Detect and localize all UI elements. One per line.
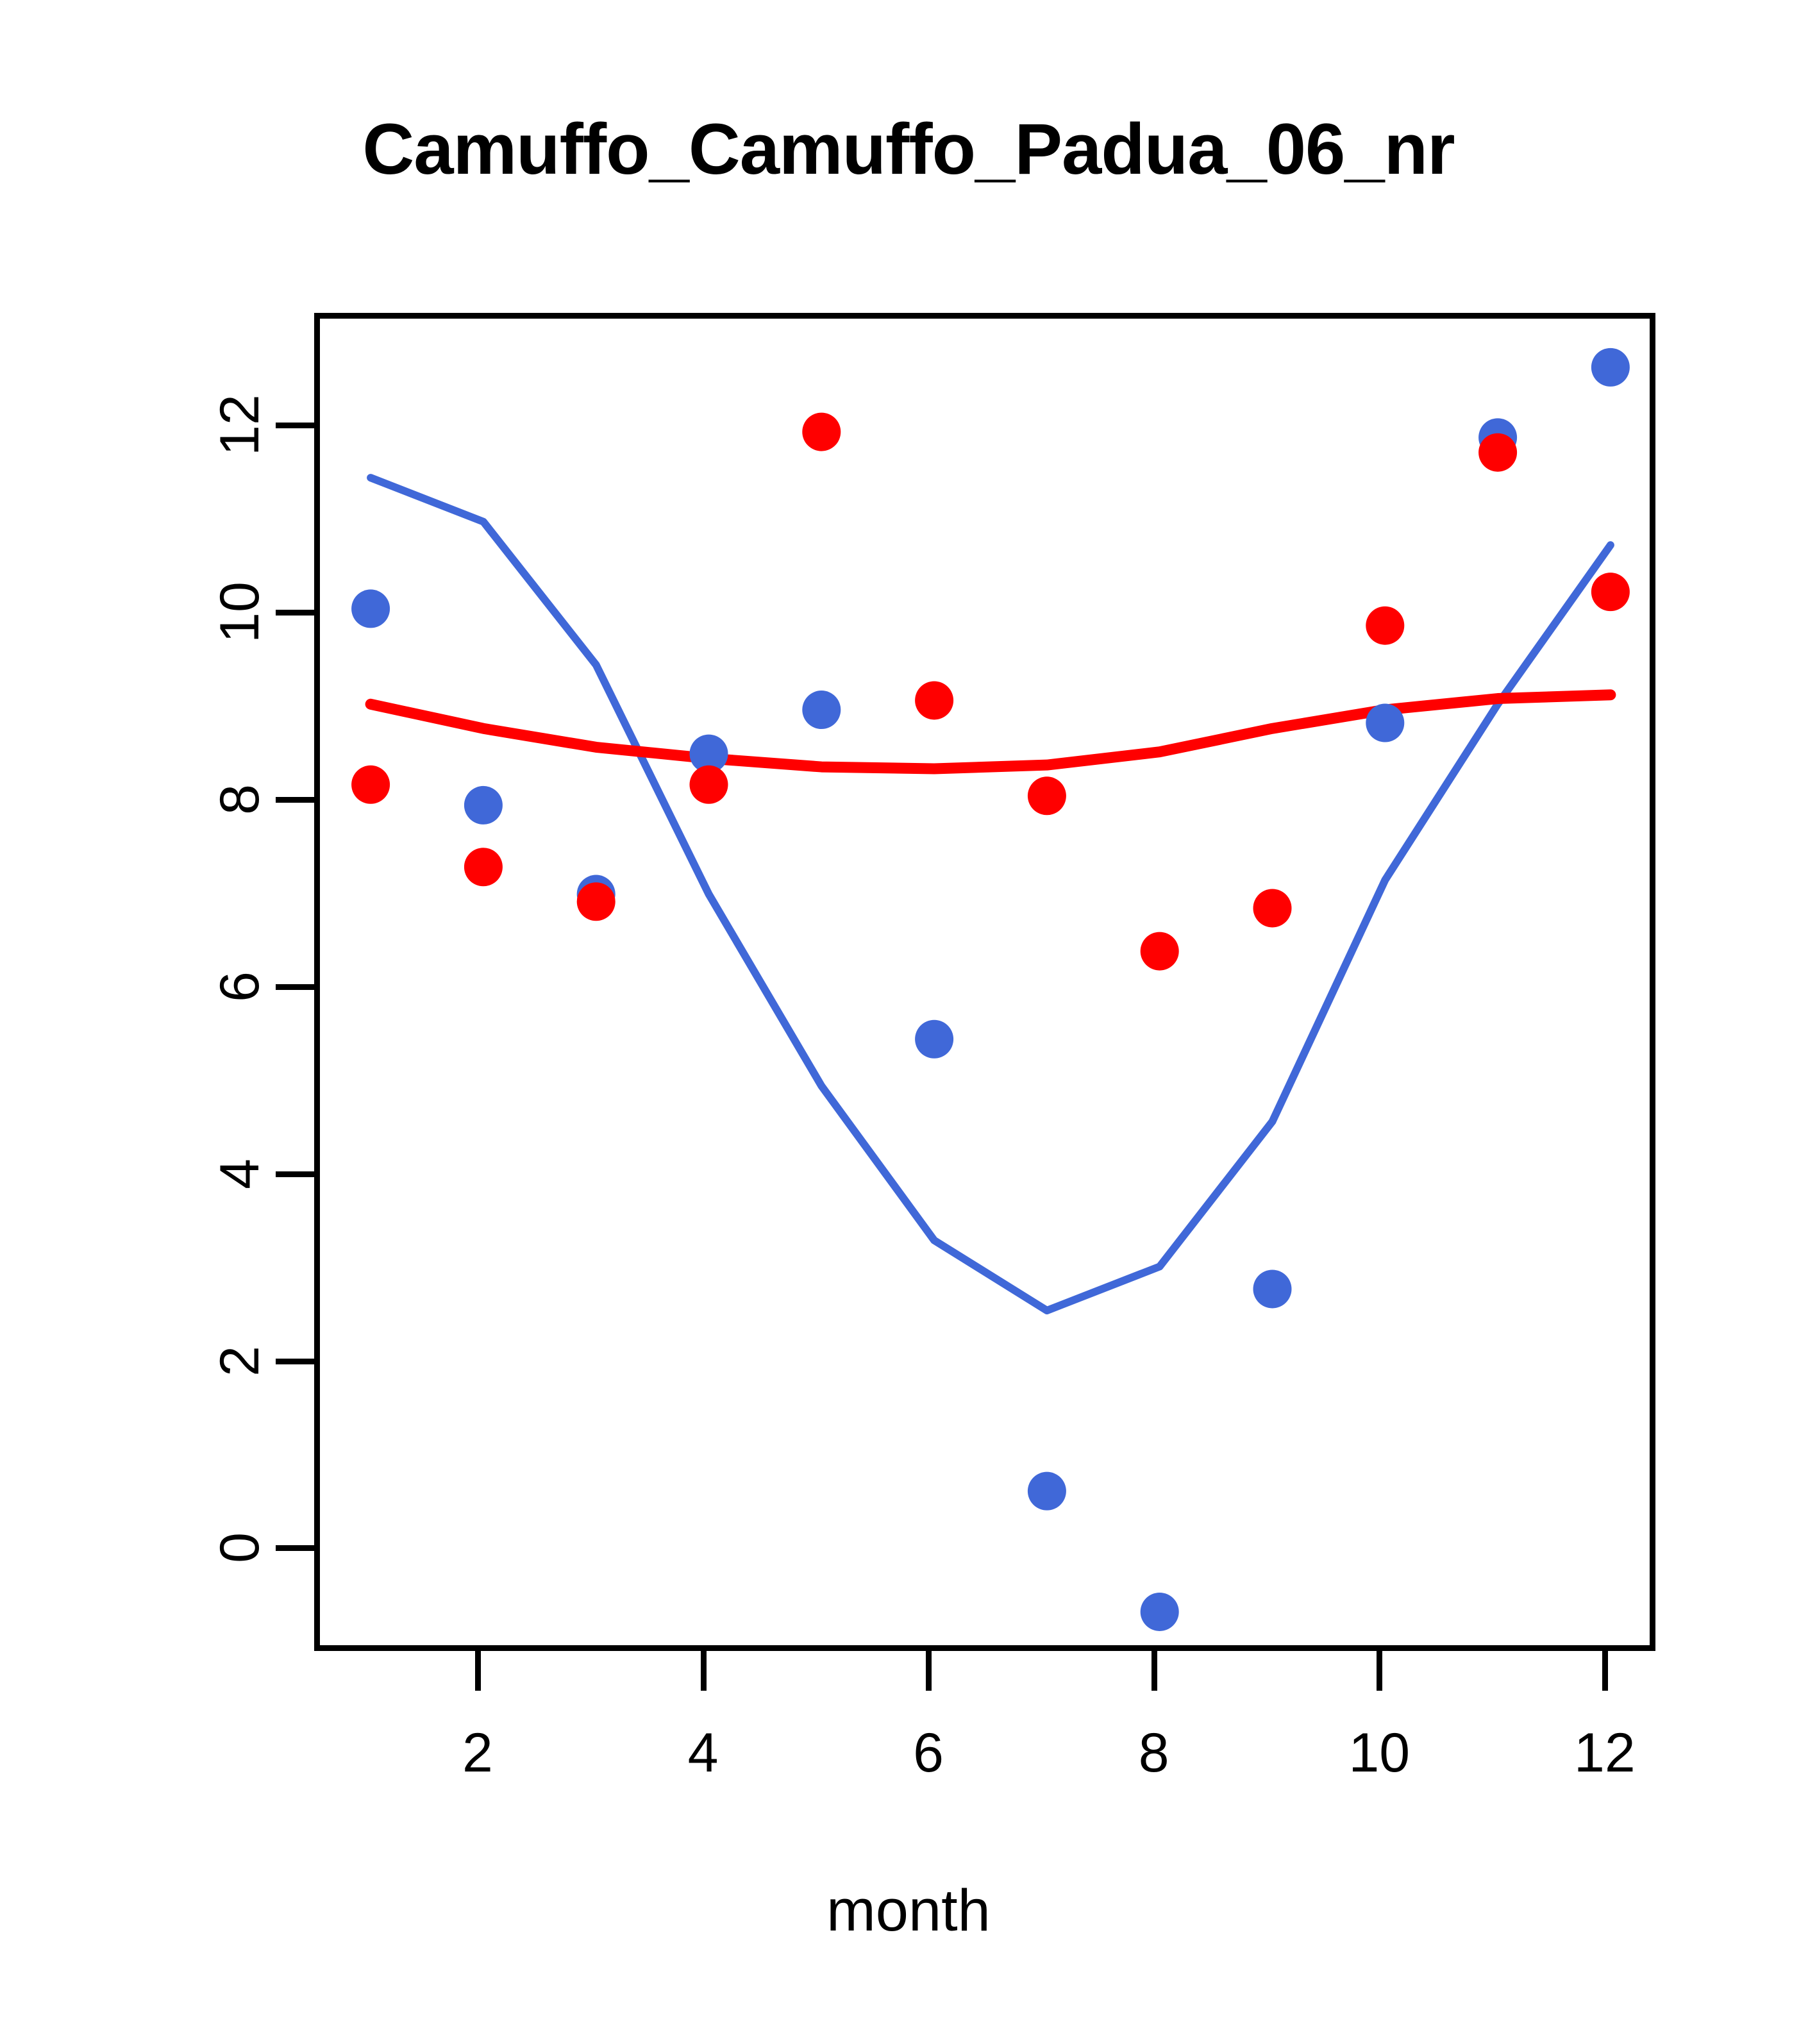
x-tick-mark — [1151, 1651, 1157, 1691]
data-point-blue-points — [915, 1019, 954, 1059]
y-tick-mark — [276, 796, 314, 803]
data-point-blue-points — [1366, 703, 1405, 742]
data-point-red-points — [1591, 573, 1630, 612]
x-axis-label: month — [826, 1878, 991, 1943]
series-points — [351, 348, 1630, 1631]
data-point-red-points — [1253, 889, 1292, 928]
x-tick-mark — [700, 1651, 707, 1691]
data-point-blue-points — [351, 589, 390, 628]
x-tick-label: 12 — [1574, 1722, 1636, 1784]
data-point-blue-points — [1027, 1471, 1066, 1511]
data-point-blue-points — [464, 785, 503, 825]
x-tick-label: 2 — [462, 1722, 493, 1784]
y-tick-mark — [276, 1358, 314, 1364]
x-tick-label: 6 — [913, 1722, 944, 1784]
x-tick-label: 4 — [687, 1722, 719, 1784]
data-point-red-points — [576, 882, 615, 921]
x-tick-mark — [1377, 1651, 1383, 1691]
y-tick-mark — [276, 610, 314, 616]
data-point-blue-points — [1253, 1269, 1292, 1309]
y-tick-mark — [276, 1171, 314, 1177]
series-lines — [365, 474, 1616, 1315]
plot-area — [314, 313, 1655, 1651]
data-point-red-points — [1478, 433, 1518, 472]
x-tick-label: 8 — [1138, 1722, 1169, 1784]
y-tick-label: 10 — [209, 582, 271, 643]
y-tick-mark — [276, 423, 314, 429]
data-point-red-points — [915, 681, 954, 720]
x-tick-label: 10 — [1348, 1722, 1411, 1784]
x-tick-mark — [926, 1651, 932, 1691]
y-tick-mark — [276, 1545, 314, 1552]
line-red-line — [365, 689, 1616, 775]
y-tick-label: 2 — [209, 1345, 271, 1377]
data-point-red-points — [1140, 932, 1179, 971]
x-tick-mark — [1602, 1651, 1608, 1691]
y-tick-label: 12 — [209, 394, 271, 456]
y-tick-mark — [276, 984, 314, 990]
chart-title: Camuffo_Camuffo_Padua_06_nr — [362, 109, 1455, 189]
data-point-red-points — [689, 765, 728, 804]
data-point-red-points — [802, 412, 841, 451]
line-blue-line — [367, 474, 1614, 1315]
y-tick-label: 6 — [209, 971, 271, 1002]
data-point-blue-points — [802, 691, 841, 730]
data-point-blue-points — [689, 734, 728, 773]
y-tick-label: 4 — [209, 1158, 271, 1189]
y-tick-label: 0 — [209, 1532, 271, 1564]
plot-svg — [351, 348, 1630, 1631]
data-point-red-points — [351, 765, 390, 804]
x-tick-mark — [474, 1651, 481, 1691]
data-point-blue-points — [1591, 348, 1630, 387]
data-point-red-points — [464, 848, 503, 887]
data-point-blue-points — [1140, 1592, 1179, 1631]
data-point-red-points — [1027, 776, 1066, 816]
y-tick-label: 8 — [209, 783, 271, 815]
data-point-red-points — [1366, 606, 1405, 645]
